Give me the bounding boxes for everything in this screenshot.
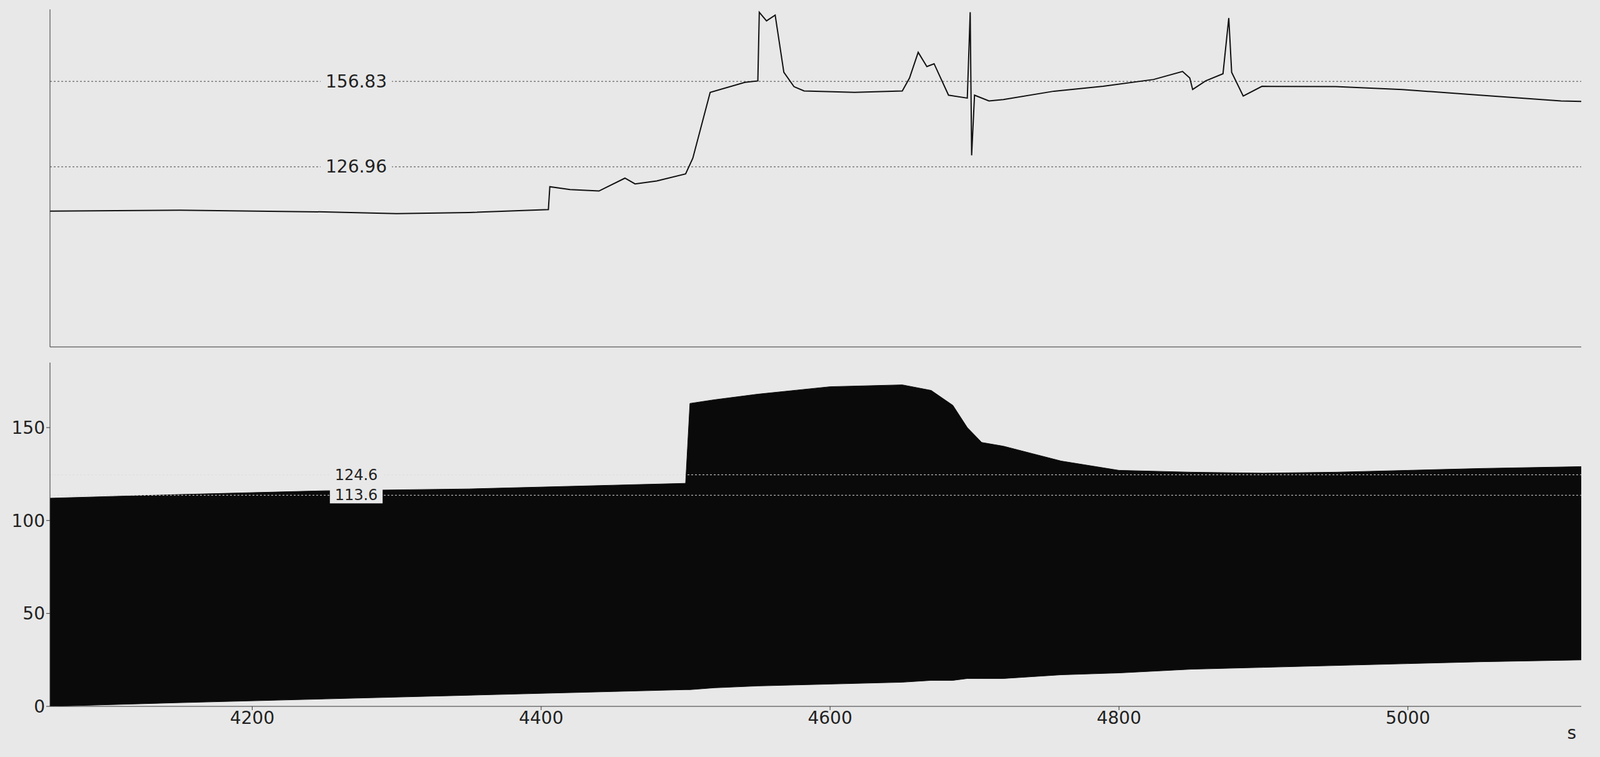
svg-text:4400: 4400 [518, 707, 564, 729]
svg-text:5000: 5000 [1385, 707, 1430, 729]
svg-text:50: 50 [22, 603, 45, 624]
svg-text:100: 100 [11, 510, 45, 532]
svg-text:s: s [1566, 722, 1577, 744]
svg-text:0: 0 [33, 696, 45, 717]
svg-text:4600: 4600 [807, 707, 852, 729]
svg-text:124.6: 124.6 [335, 466, 379, 484]
svg-text:4200: 4200 [230, 707, 275, 729]
svg-text:4800: 4800 [1096, 707, 1142, 729]
svg-text:113.6: 113.6 [335, 486, 379, 504]
svg-text:150: 150 [11, 417, 45, 439]
svg-text:126.96: 126.96 [325, 156, 387, 177]
svg-text:156.83: 156.83 [325, 71, 387, 92]
